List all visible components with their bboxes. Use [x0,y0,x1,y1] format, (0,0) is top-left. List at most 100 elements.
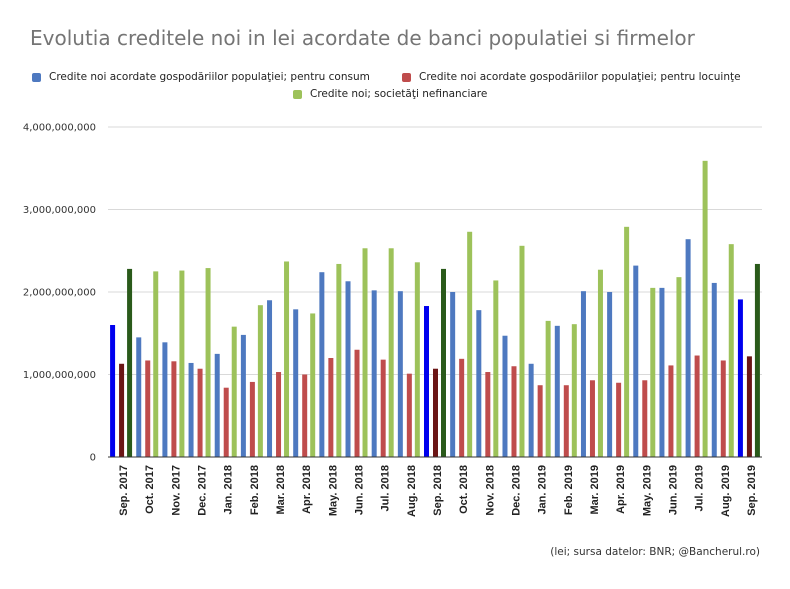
x-tick-label: Feb. 2018 [249,465,261,515]
x-tick-label: May. 2018 [327,465,339,516]
legend-swatch-locuinte [402,72,411,82]
bar [433,368,438,457]
x-tick-label: Mar. 2019 [589,465,601,515]
bar [328,358,334,457]
x-tick-label: Jun. 2018 [354,465,366,515]
bar [406,373,412,457]
bar [624,226,630,457]
bar [519,245,525,457]
source-note: (lei; sursa datelor: BNR; @Bancherul.ro) [550,546,760,558]
bar [127,268,133,457]
bar [580,291,586,457]
bar [345,281,351,457]
bar [257,305,263,457]
legend-item-consum: Credite noi acordate gospodăriilor popul… [32,71,370,83]
x-tick-label: Aug. 2018 [406,465,418,517]
x-tick-label: Sep. 2017 [118,465,130,516]
bar [720,360,726,457]
x-tick-label: Mar. 2018 [275,465,287,515]
bar [397,291,403,457]
bar [537,385,543,457]
x-tick-label: Oct. 2017 [144,465,156,514]
x-tick-label: May. 2019 [641,465,653,516]
bar [476,310,482,457]
bar [310,313,316,457]
legend-item-locuinte: Credite noi acordate gospodăriilor popul… [402,71,741,83]
x-tick-label: Nov. 2018 [484,465,496,516]
y-tick-label: 4,000,000,000 [23,123,96,134]
y-tick-label: 1,000,000,000 [23,370,96,381]
x-tick-label: Dec. 2017 [197,465,209,516]
bar [336,263,342,457]
x-tick-label: Jul. 2019 [694,465,706,511]
bar [746,356,752,457]
bar [668,365,674,457]
bar [214,353,220,457]
bar [711,282,717,457]
bar [276,372,282,457]
x-tick-label: Sep. 2018 [432,465,444,516]
bar [694,355,700,457]
bar [571,324,577,457]
bar [450,292,456,457]
bar [642,380,648,457]
bar [597,269,603,457]
bar [728,244,734,457]
x-tick-label: Dec. 2018 [510,465,522,516]
x-tick-label: Sep. 2019 [746,465,758,516]
y-tick-label: 3,000,000,000 [23,205,96,216]
bar [616,382,622,457]
bar [223,387,229,457]
bar [388,248,394,457]
bar [676,277,682,457]
bar [284,261,290,457]
bar [459,358,465,457]
legend-swatch-firme [293,89,302,99]
bar [754,263,760,457]
bar [493,280,499,457]
x-tick-label: Apr. 2018 [301,465,313,514]
bar [371,290,377,457]
bar [633,265,639,457]
bar [528,363,534,457]
x-tick-label: Feb. 2019 [563,465,575,515]
bar [502,335,508,457]
bar [380,359,386,457]
bar [414,262,420,457]
bar [650,287,656,457]
bar [607,292,613,457]
bar [362,248,368,457]
bar [162,342,168,457]
x-tick-label: Nov. 2017 [170,465,182,516]
x-tick-label: Jul. 2018 [380,465,392,511]
bar [424,306,429,457]
bar [267,300,273,457]
x-tick-label: Jan. 2019 [537,465,549,515]
legend-label-firme: Credite noi; societăţi nefinanciare [310,88,488,100]
bar [119,363,125,457]
bar [319,272,325,457]
bar [563,385,569,457]
bar [485,372,491,457]
bar [110,325,116,457]
bar [136,337,142,457]
bar [188,362,194,457]
bar [197,368,203,457]
bar [685,239,691,457]
bar [205,268,211,457]
bar [249,381,255,457]
x-tick-label: Jun. 2019 [667,465,679,515]
bar [659,287,665,457]
bar [302,374,308,457]
bar [737,299,743,457]
chart-title: Evolutia creditele noi in lei acordate d… [30,26,695,50]
bar [554,325,560,457]
bar [240,334,246,457]
bar [441,268,446,457]
bar [171,361,177,457]
bar [511,366,517,457]
bar [702,160,708,457]
legend-item-firme: Credite noi; societăţi nefinanciare [293,88,487,100]
bar [293,309,299,457]
